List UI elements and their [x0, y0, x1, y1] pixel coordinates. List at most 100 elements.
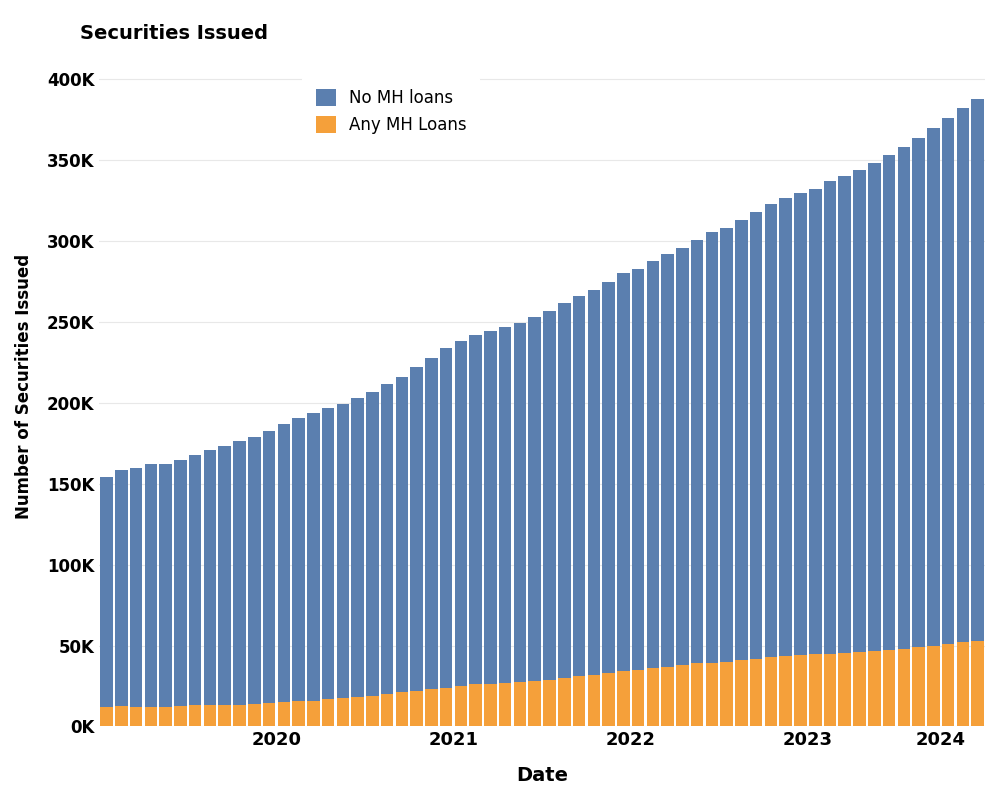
Bar: [735, 220, 748, 660]
Bar: [676, 665, 689, 726]
Bar: [543, 310, 556, 679]
Y-axis label: Number of Securities Issued: Number of Securities Issued: [15, 254, 33, 519]
Bar: [971, 98, 984, 641]
Bar: [809, 189, 822, 654]
Bar: [706, 662, 718, 726]
Bar: [307, 701, 320, 726]
Bar: [100, 478, 113, 707]
Bar: [558, 302, 571, 678]
Bar: [750, 658, 762, 726]
Bar: [322, 699, 334, 726]
Bar: [514, 323, 526, 682]
Bar: [425, 690, 438, 726]
Bar: [263, 703, 275, 726]
Bar: [602, 673, 615, 726]
Bar: [750, 212, 762, 658]
Bar: [647, 261, 659, 668]
Bar: [617, 274, 630, 671]
Bar: [189, 454, 201, 706]
Bar: [440, 348, 452, 688]
Bar: [292, 418, 305, 702]
Bar: [233, 705, 246, 726]
Bar: [632, 670, 644, 726]
X-axis label: Date: Date: [516, 766, 568, 785]
Bar: [233, 441, 246, 705]
Bar: [720, 228, 733, 662]
Bar: [514, 682, 526, 726]
Bar: [957, 642, 969, 726]
Bar: [381, 383, 393, 694]
Bar: [573, 676, 585, 726]
Bar: [145, 464, 157, 707]
Bar: [588, 290, 600, 674]
Bar: [676, 248, 689, 665]
Bar: [499, 327, 511, 682]
Bar: [765, 657, 777, 726]
Bar: [794, 655, 807, 726]
Bar: [469, 685, 482, 726]
Bar: [647, 668, 659, 726]
Bar: [898, 649, 910, 726]
Bar: [263, 431, 275, 703]
Bar: [351, 698, 364, 726]
Bar: [838, 653, 851, 726]
Bar: [174, 460, 187, 706]
Bar: [971, 641, 984, 726]
Bar: [927, 646, 940, 726]
Bar: [898, 147, 910, 649]
Bar: [292, 702, 305, 726]
Bar: [248, 704, 261, 726]
Bar: [720, 662, 733, 726]
Bar: [661, 254, 674, 666]
Bar: [573, 296, 585, 676]
Bar: [218, 705, 231, 726]
Bar: [204, 450, 216, 706]
Legend: No MH loans, Any MH Loans: No MH loans, Any MH Loans: [302, 76, 480, 147]
Bar: [174, 706, 187, 726]
Bar: [691, 239, 703, 663]
Bar: [528, 317, 541, 681]
Bar: [558, 678, 571, 726]
Bar: [499, 682, 511, 726]
Bar: [809, 654, 822, 726]
Bar: [853, 170, 866, 652]
Bar: [927, 128, 940, 646]
Bar: [706, 232, 718, 662]
Bar: [218, 446, 231, 705]
Bar: [868, 651, 881, 726]
Bar: [779, 656, 792, 726]
Bar: [425, 358, 438, 690]
Bar: [942, 644, 954, 726]
Bar: [735, 660, 748, 726]
Bar: [440, 688, 452, 726]
Bar: [824, 182, 836, 654]
Bar: [278, 702, 290, 726]
Bar: [853, 652, 866, 726]
Bar: [602, 282, 615, 673]
Bar: [957, 109, 969, 642]
Bar: [351, 398, 364, 698]
Bar: [366, 696, 379, 726]
Bar: [248, 437, 261, 704]
Bar: [337, 698, 349, 726]
Bar: [455, 686, 467, 726]
Bar: [484, 684, 497, 726]
Bar: [115, 706, 128, 726]
Bar: [588, 674, 600, 726]
Bar: [204, 706, 216, 726]
Bar: [189, 706, 201, 726]
Bar: [322, 408, 334, 699]
Bar: [145, 707, 157, 726]
Bar: [100, 707, 113, 726]
Text: Securities Issued: Securities Issued: [80, 24, 268, 43]
Bar: [396, 693, 408, 726]
Bar: [115, 470, 128, 706]
Bar: [617, 671, 630, 726]
Bar: [396, 377, 408, 693]
Bar: [528, 681, 541, 726]
Bar: [469, 335, 482, 685]
Bar: [942, 118, 954, 644]
Bar: [337, 404, 349, 698]
Bar: [883, 650, 895, 726]
Bar: [794, 193, 807, 655]
